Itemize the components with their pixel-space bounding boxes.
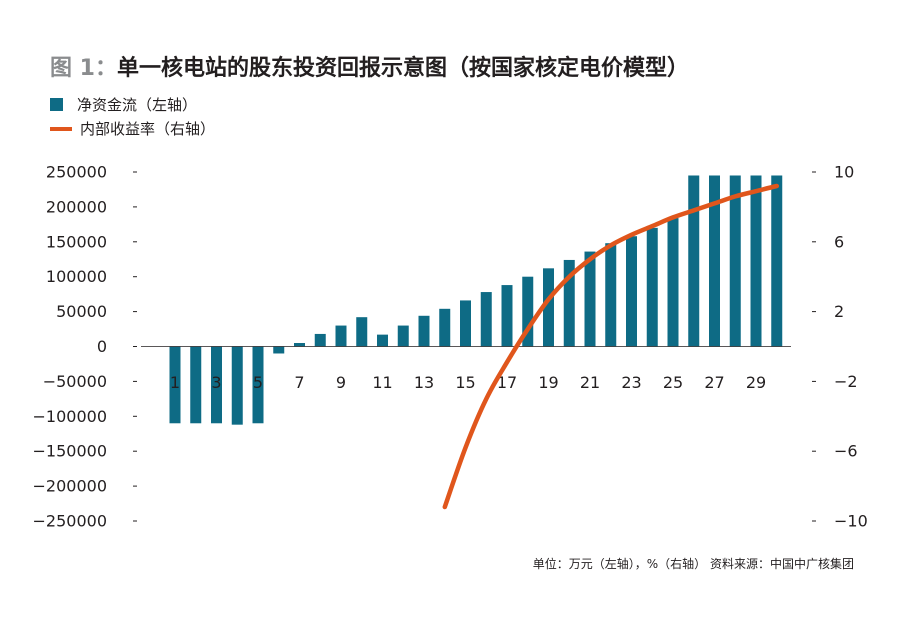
right-axis: 10 6 2 −2 −6 −10: [812, 163, 868, 531]
bar: [709, 175, 720, 347]
x-axis-labels: 1 3 5 7 9 11 13 15 17 19 21 23 25 27 29: [170, 373, 766, 392]
right-axis-tick-label: 10: [834, 163, 854, 182]
bar: [356, 317, 368, 347]
x-tick-label: 3: [211, 373, 221, 392]
left-axis-tick-label: 50000: [56, 302, 107, 321]
bar: [169, 346, 181, 424]
left-axis-tick-label: −150000: [33, 442, 107, 461]
bar: [771, 175, 783, 347]
x-tick-label: 29: [746, 373, 766, 392]
legend-bar-label: 净资金流（左轴）: [77, 96, 198, 114]
bar: [543, 268, 554, 347]
x-tick-label: 27: [704, 373, 724, 392]
bar: [480, 292, 492, 347]
bar: [335, 325, 347, 347]
x-tick-label: 9: [336, 373, 346, 392]
bar: [667, 218, 679, 347]
bar: [211, 346, 222, 424]
right-axis-tick-label: −10: [834, 512, 868, 531]
legend-item-bar: 净资金流（左轴）: [50, 94, 197, 115]
bar: [688, 175, 700, 347]
left-axis-tick-label: 200000: [46, 197, 107, 216]
title-text: 单一核电站的股东投资回报示意图（按国家核定电价模型）: [116, 56, 689, 81]
left-axis-tick-label: −200000: [33, 477, 107, 496]
bar: [646, 227, 658, 347]
x-tick-label: 13: [414, 373, 434, 392]
figure-label: 图 1：: [50, 56, 117, 81]
left-axis-tick-label: −250000: [33, 512, 107, 531]
bar: [294, 343, 305, 347]
bar: [190, 346, 202, 424]
x-tick-label: 25: [663, 373, 683, 392]
bar: [460, 300, 471, 347]
left-axis-tick-label: 100000: [46, 267, 107, 286]
left-axis-tick-label: −100000: [33, 407, 107, 426]
bar: [314, 333, 326, 347]
x-tick-label: 19: [538, 373, 558, 392]
bar: [584, 251, 596, 347]
bar: [418, 315, 430, 347]
irr-line: [442, 183, 780, 510]
bar: [605, 243, 617, 347]
bar: [750, 175, 762, 347]
bar: [563, 259, 575, 347]
right-axis-tick-label: −6: [834, 442, 858, 461]
bar: [501, 285, 513, 347]
right-axis-tick-label: 2: [834, 302, 844, 321]
right-axis-tick-label: −2: [834, 372, 858, 391]
bar: [252, 346, 264, 424]
x-tick-label: 5: [253, 373, 263, 392]
left-axis: 250000 200000 150000 100000 50000 0 −50000 −100…: [33, 163, 137, 531]
chart-title: 图 1：单一核电站的股东投资回报示意图（按国家核定电价模型）: [50, 50, 689, 82]
right-axis-tick-label: 6: [834, 232, 844, 251]
bar: [439, 308, 451, 347]
bar: [397, 325, 409, 347]
bar: [377, 334, 388, 347]
x-tick-label: 7: [294, 373, 304, 392]
bar: [626, 236, 637, 347]
bar: [729, 175, 741, 347]
left-axis-tick-label: 150000: [46, 232, 107, 251]
left-axis-tick-label: 250000: [46, 163, 107, 182]
legend-line-swatch: [50, 126, 72, 131]
bar-series: [169, 175, 783, 425]
x-tick-label: 1: [170, 373, 180, 392]
bar: [273, 346, 285, 354]
footnote: 单位：万元（左轴），%（右轴） 资料来源：中国中广核集团: [532, 557, 854, 571]
legend-item-line: 内部收益率（右轴）: [50, 118, 215, 139]
bar: [231, 346, 243, 425]
x-tick-label: 11: [372, 373, 392, 392]
left-axis-tick-label: −50000: [43, 372, 107, 391]
x-tick-label: 23: [621, 373, 641, 392]
x-tick-label: 17: [497, 373, 517, 392]
left-axis-tick-label: 0: [97, 337, 107, 356]
x-tick-label: 15: [455, 373, 475, 392]
x-tick-label: 21: [580, 373, 600, 392]
bar: [522, 276, 534, 347]
legend-line-label: 内部收益率（右轴）: [80, 120, 216, 138]
legend-bar-swatch: [50, 98, 63, 111]
